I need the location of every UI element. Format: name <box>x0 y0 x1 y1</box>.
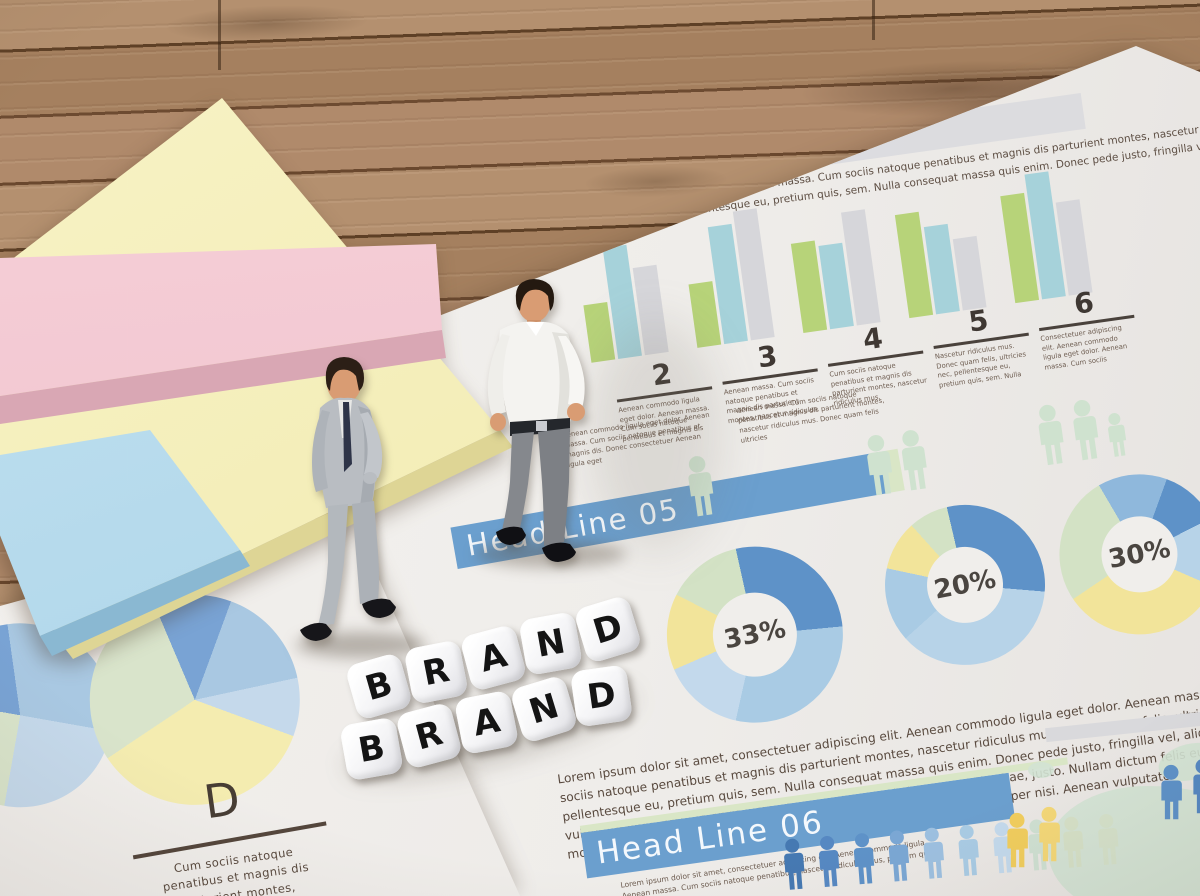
die-letter: B <box>360 663 397 710</box>
person-icon <box>1102 411 1133 464</box>
person-icon <box>778 837 810 896</box>
person-icon <box>893 427 935 499</box>
person-icon <box>813 834 845 894</box>
figurine-businessman-suit <box>300 357 396 641</box>
person-icon <box>1156 764 1186 826</box>
die-letter: D <box>588 606 628 653</box>
person-icon <box>917 826 949 886</box>
die-letter: R <box>411 713 447 759</box>
people-icons <box>1030 393 1133 473</box>
die-letter: A <box>475 635 512 681</box>
person-icon <box>882 829 914 889</box>
person-icon <box>1188 758 1200 820</box>
die-letter: N <box>533 621 569 666</box>
world-map-graphic <box>1028 762 1054 778</box>
wood-plank-joint <box>218 0 221 70</box>
people-icons <box>858 427 935 504</box>
donut-chart-row: 33% 20% 30% <box>330 46 1200 896</box>
figurine-businessman-shirt <box>487 279 585 562</box>
person-icon <box>679 453 721 525</box>
person-icon <box>858 432 900 504</box>
die-letter: A <box>469 700 504 745</box>
cast-shadow <box>590 320 720 550</box>
person-icon <box>1034 806 1064 868</box>
person-icon <box>1030 402 1072 474</box>
die-letter: R <box>419 649 453 695</box>
person-icon <box>952 823 984 883</box>
letter-die: B <box>339 716 405 782</box>
letter-die: N <box>518 611 584 677</box>
letter-die: D <box>569 664 634 728</box>
people-icons <box>679 453 721 525</box>
person-icon <box>847 831 879 891</box>
person-icon <box>1064 397 1106 469</box>
die-letter: D <box>584 674 619 718</box>
die-letter: B <box>355 727 388 771</box>
person-icon <box>1002 812 1032 874</box>
letter-die: A <box>453 689 520 756</box>
letter-die: R <box>403 639 470 705</box>
wood-plank-joint <box>872 0 875 40</box>
die-letter: N <box>524 685 564 733</box>
